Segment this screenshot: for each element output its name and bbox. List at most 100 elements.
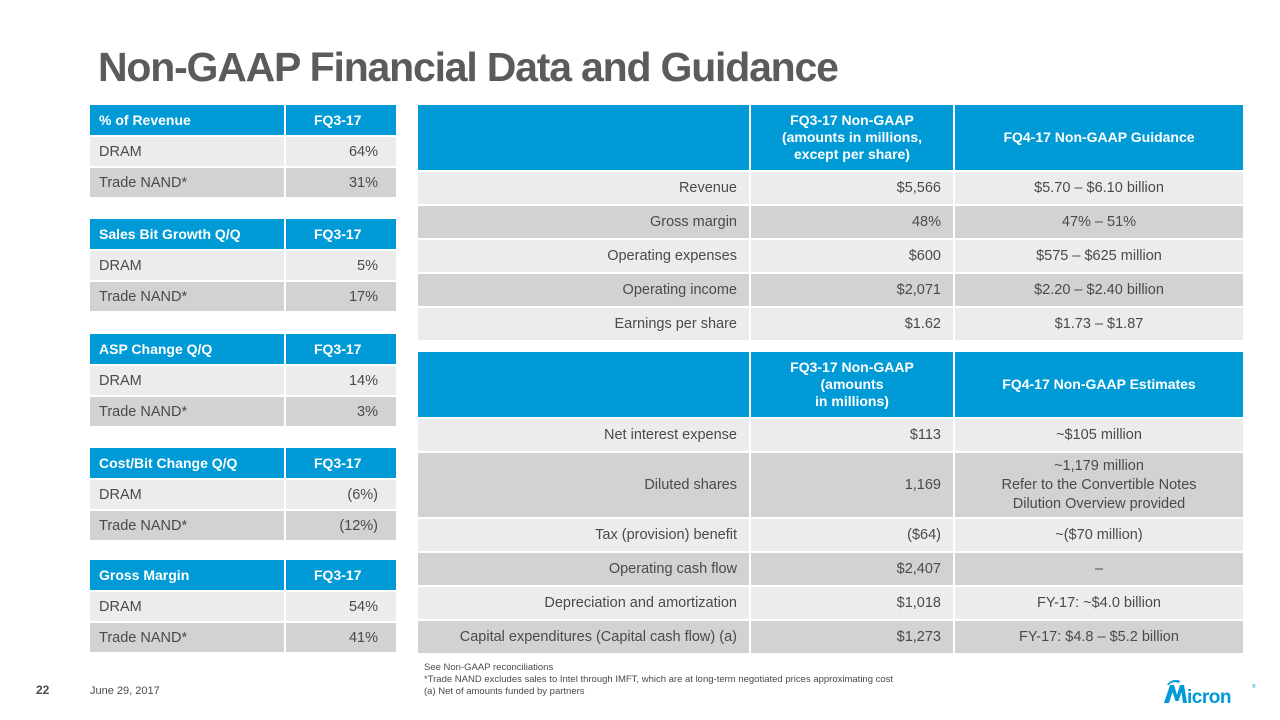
table-cell: Operating cash flow [418, 552, 751, 587]
table-row: Gross margin 48% 47% – 51% [418, 205, 1243, 240]
table-cell: 41% [285, 622, 396, 654]
gross-margin-table: Gross Margin FQ3-17 DRAM 54% Trade NAND*… [90, 560, 396, 654]
table-cell: 5% [285, 250, 396, 282]
table-cell: 47% – 51% [954, 205, 1243, 240]
table-header-cell: FQ3-17 Non-GAAP (amounts in millions) [750, 352, 955, 419]
table-cell: 64% [285, 136, 396, 168]
table-cell: DRAM [90, 591, 286, 623]
table-row: Trade NAND* 41% [90, 622, 396, 654]
table-header-row: Sales Bit Growth Q/Q FQ3-17 [90, 219, 396, 251]
header-line: FQ3-17 Non-GAAP [790, 112, 914, 128]
header-line: (amounts in millions, [781, 129, 922, 145]
table-cell: Operating expenses [418, 239, 751, 274]
svg-text:®: ® [1252, 683, 1256, 690]
guidance-table: FQ3-17 Non-GAAP (amounts in millions, ex… [418, 105, 1243, 342]
table-cell: Trade NAND* [90, 622, 286, 654]
table-cell: ~$105 million [954, 418, 1243, 453]
table-row: Tax (provision) benefit ($64) ~($70 mill… [418, 518, 1243, 553]
table-header-cell: FQ3-17 [285, 560, 396, 592]
table-header-row: FQ3-17 Non-GAAP (amounts in millions) FQ… [418, 352, 1243, 419]
table-header-cell: ASP Change Q/Q [90, 334, 286, 366]
table-cell: $1.62 [750, 307, 955, 342]
micron-logo-icon: icron ® [1164, 680, 1256, 708]
table-cell: ~($70 million) [954, 518, 1243, 553]
footnote-line: See Non-GAAP reconciliations [424, 662, 554, 673]
table-header-row: FQ3-17 Non-GAAP (amounts in millions, ex… [418, 105, 1243, 172]
table-cell: Capital expenditures (Capital cash flow)… [418, 620, 751, 655]
table-cell: $5,566 [750, 171, 955, 206]
table-row: Depreciation and amortization $1,018 FY-… [418, 586, 1243, 621]
table-cell: $600 [750, 239, 955, 274]
table-row: Earnings per share $1.62 $1.73 – $1.87 [418, 307, 1243, 342]
table-cell: $2.20 – $2.40 billion [954, 273, 1243, 308]
table-cell: 54% [285, 591, 396, 623]
table-header-row: Cost/Bit Change Q/Q FQ3-17 [90, 448, 396, 480]
table-cell: $1,273 [750, 620, 955, 655]
sales-bit-growth-table: Sales Bit Growth Q/Q FQ3-17 DRAM 5% Trad… [90, 219, 396, 313]
table-row: Operating cash flow $2,407 – [418, 552, 1243, 587]
table-cell: DRAM [90, 250, 286, 282]
table-cell: $1.73 – $1.87 [954, 307, 1243, 342]
table-cell: Trade NAND* [90, 396, 286, 428]
table-header-cell: FQ3-17 [285, 105, 396, 137]
table-cell: FY-17: $4.8 – $5.2 billion [954, 620, 1243, 655]
cell-line: Refer to the Convertible Notes [1001, 476, 1197, 493]
table-cell: Gross margin [418, 205, 751, 240]
table-header-cell: FQ3-17 Non-GAAP (amounts in millions, ex… [750, 105, 955, 172]
table-header-cell: FQ3-17 [285, 219, 396, 251]
table-cell: Revenue [418, 171, 751, 206]
header-line: in millions) [815, 393, 889, 409]
table-header-row: % of Revenue FQ3-17 [90, 105, 396, 137]
table-cell: Trade NAND* [90, 167, 286, 199]
table-header-cell: % of Revenue [90, 105, 286, 137]
table-row: Revenue $5,566 $5.70 – $6.10 billion [418, 171, 1243, 206]
table-cell: $5.70 – $6.10 billion [954, 171, 1243, 206]
table-row: DRAM 54% [90, 591, 396, 623]
table-cell: (12%) [285, 510, 396, 542]
estimates-table: FQ3-17 Non-GAAP (amounts in millions) FQ… [418, 352, 1243, 655]
header-line: FQ3-17 Non-GAAP [790, 359, 914, 375]
table-cell: Operating income [418, 273, 751, 308]
table-header-row: ASP Change Q/Q FQ3-17 [90, 334, 396, 366]
cell-line: ~1,179 million [1054, 457, 1144, 474]
table-row: Operating income $2,071 $2.20 – $2.40 bi… [418, 273, 1243, 308]
table-cell: $2,407 [750, 552, 955, 587]
table-cell: 14% [285, 365, 396, 397]
table-cell: ~1,179 million Refer to the Convertible … [954, 452, 1243, 519]
table-cell: Diluted shares [418, 452, 751, 519]
table-header-cell: FQ3-17 [285, 448, 396, 480]
table-cell: $113 [750, 418, 955, 453]
table-row: Capital expenditures (Capital cash flow)… [418, 620, 1243, 655]
cost-bit-change-table: Cost/Bit Change Q/Q FQ3-17 DRAM (6%) Tra… [90, 448, 396, 542]
asp-change-table: ASP Change Q/Q FQ3-17 DRAM 14% Trade NAN… [90, 334, 396, 428]
footnote-line: (a) Net of amounts funded by partners [424, 686, 585, 697]
table-cell: – [954, 552, 1243, 587]
table-cell: ($64) [750, 518, 955, 553]
header-line: (amounts [820, 376, 884, 392]
table-row: DRAM (6%) [90, 479, 396, 511]
table-cell: 3% [285, 396, 396, 428]
page-number: 22 [36, 683, 50, 697]
table-cell: DRAM [90, 136, 286, 168]
table-header-cell: Gross Margin [90, 560, 286, 592]
table-row: Trade NAND* 17% [90, 281, 396, 313]
table-header-cell: FQ4-17 Non-GAAP Guidance [954, 105, 1243, 172]
footnote-line: *Trade NAND excludes sales to Intel thro… [424, 674, 894, 685]
slide-date: June 29, 2017 [90, 685, 160, 697]
table-header-cell: FQ4-17 Non-GAAP Estimates [954, 352, 1243, 419]
table-cell: $2,071 [750, 273, 955, 308]
table-row: DRAM 5% [90, 250, 396, 282]
table-header-cell: FQ3-17 [285, 334, 396, 366]
table-cell: 1,169 [750, 452, 955, 519]
table-cell: FY-17: ~$4.0 billion [954, 586, 1243, 621]
table-row: Operating expenses $600 $575 – $625 mill… [418, 239, 1243, 274]
table-row: Diluted shares 1,169 ~1,179 million Refe… [418, 452, 1243, 519]
table-header-cell [418, 105, 751, 172]
table-cell: DRAM [90, 479, 286, 511]
table-row: Trade NAND* (12%) [90, 510, 396, 542]
table-cell: Earnings per share [418, 307, 751, 342]
table-row: DRAM 64% [90, 136, 396, 168]
table-cell: (6%) [285, 479, 396, 511]
table-cell: DRAM [90, 365, 286, 397]
table-header-cell: Sales Bit Growth Q/Q [90, 219, 286, 251]
